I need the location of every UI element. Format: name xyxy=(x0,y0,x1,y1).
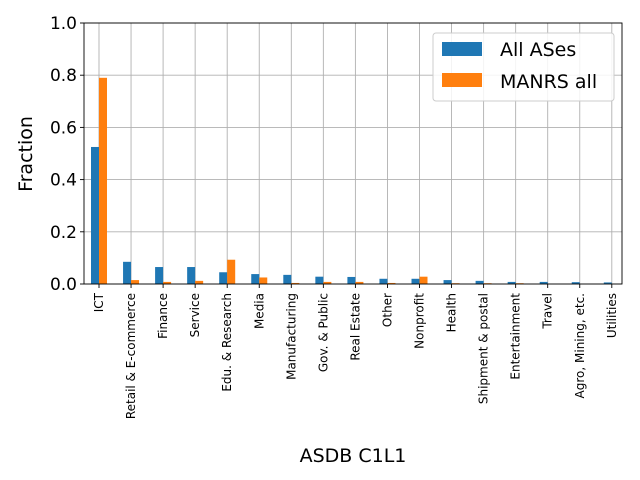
x-tick-label-other: Other xyxy=(380,293,394,327)
y-tick-label: 0.8 xyxy=(50,66,77,86)
bar-manrs-all-service xyxy=(195,280,204,284)
bar-all-ases-gov-public xyxy=(315,276,324,284)
bar-manrs-all-edu-research xyxy=(227,259,236,284)
x-tick-label-finance: Finance xyxy=(156,293,170,339)
y-tick-label: 0.4 xyxy=(50,171,77,191)
y-tick-label: 1.0 xyxy=(50,14,77,34)
bar-all-ases-finance xyxy=(155,267,164,284)
bar-all-ases-shipment-postal xyxy=(475,280,484,284)
x-tick-label-ict: ICT xyxy=(92,292,106,312)
bar-manrs-all-gov-public xyxy=(323,281,332,284)
x-tick-label-shipment-postal: Shipment & postal xyxy=(477,293,491,404)
x-tick-label-utilities: Utilities xyxy=(605,293,619,338)
x-tick-label-edu-research: Edu. & Research xyxy=(220,293,234,392)
legend-label-manrs-all: MANRS all xyxy=(500,71,597,93)
bar-manrs-all-other xyxy=(387,282,396,284)
x-tick-labels: ICT Retail & E-commerce Finance Service Edu.… xyxy=(92,284,619,419)
bar-all-ases-travel xyxy=(539,281,548,284)
bar-all-ases-service xyxy=(187,267,196,284)
bar-manrs-all-retail-e-commerce xyxy=(131,280,140,284)
bar-manrs-all-manufacturing xyxy=(291,282,300,284)
bar-all-ases-nonprofit xyxy=(411,278,420,284)
bar-manrs-all-ict xyxy=(99,77,107,284)
y-tick-labels: 0.0 0.2 0.4 0.6 0.8 1.0 xyxy=(50,14,84,295)
bar-manrs-all-real-estate xyxy=(355,281,364,284)
y-tick-label: 0.0 xyxy=(50,275,77,295)
x-tick-label-agro-mining-etc: Agro, Mining, etc. xyxy=(573,293,587,398)
bar-manrs-all-finance xyxy=(163,281,172,284)
x-axis-label: ASDB C1L1 xyxy=(300,445,407,467)
bar-all-ases-media xyxy=(251,274,260,284)
bar-all-ases-manufacturing xyxy=(283,274,292,284)
y-tick-label: 0.2 xyxy=(50,223,77,243)
bar-manrs-all-media xyxy=(259,277,268,284)
bar-all-ases-retail-e-commerce xyxy=(123,261,132,284)
bar-all-ases-agro-mining-etc xyxy=(571,282,580,284)
x-tick-label-entertainment: Entertainment xyxy=(509,293,523,380)
bar-all-ases-real-estate xyxy=(347,276,356,284)
plot-frame xyxy=(83,22,623,285)
x-tick-label-nonprofit: Nonprofit xyxy=(413,293,427,349)
bar-all-ases-entertainment xyxy=(507,281,516,284)
legend-label-all-ases: All ASes xyxy=(500,39,576,61)
legend: All ASes MANRS all xyxy=(432,32,615,102)
x-tick-label-service: Service xyxy=(188,293,202,337)
legend-swatch-all-ases xyxy=(442,42,482,56)
y-tick-label: 0.6 xyxy=(50,118,77,138)
bar-all-ases-ict xyxy=(91,146,99,284)
bars xyxy=(91,77,612,284)
x-tick-label-real-estate: Real Estate xyxy=(348,293,362,361)
x-tick-label-retail-e-commerce: Retail & E-commerce xyxy=(124,293,138,419)
y-axis-label: Fraction xyxy=(15,116,37,192)
bar-all-ases-utilities xyxy=(603,282,612,284)
x-tick-label-health: Health xyxy=(445,293,459,332)
bar-all-ases-other xyxy=(379,278,388,284)
x-tick-label-travel: Travel xyxy=(541,293,555,330)
x-tick-label-media: Media xyxy=(252,293,266,329)
x-tick-label-manufacturing: Manufacturing xyxy=(284,293,298,380)
bar-all-ases-health xyxy=(443,280,452,284)
x-tick-label-gov-public: Gov. & Public xyxy=(316,293,330,372)
bar-all-ases-edu-research xyxy=(219,272,228,284)
bar-manrs-all-nonprofit xyxy=(419,276,428,284)
legend-swatch-manrs-all xyxy=(442,73,482,87)
